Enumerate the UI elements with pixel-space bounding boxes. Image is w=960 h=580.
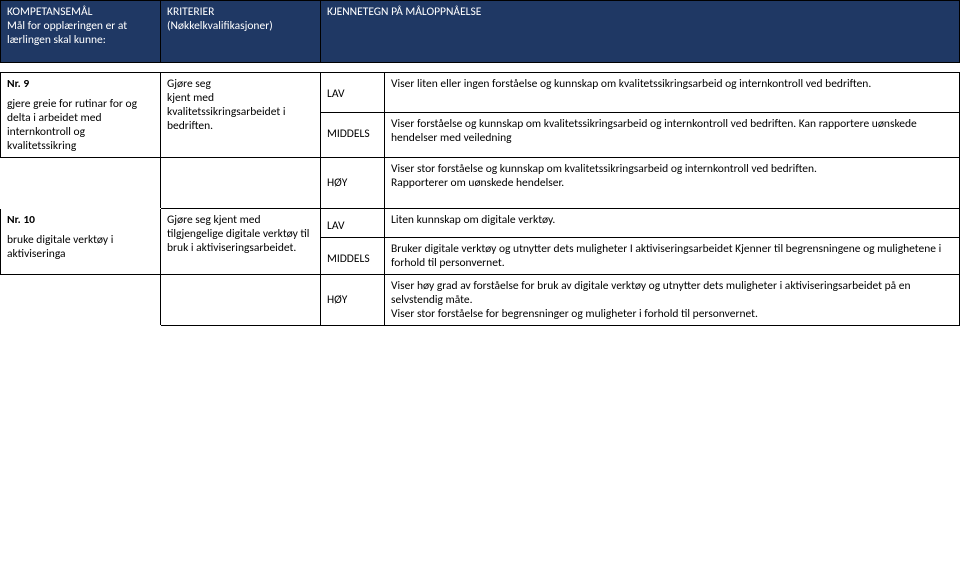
row-10-middels-text: Bruker digitale verktøy og utnytter dets… [385, 238, 960, 275]
row-9-lav: Nr. 9 gjere greie for rutinar for og del… [1, 73, 960, 113]
header-col1-l2: Mål for opplæringen er at [7, 19, 127, 33]
header-col2-l1: KRITERIER [167, 5, 214, 19]
row-9-hoy-text: Viser stor forståelse og kunnskap om kva… [385, 158, 960, 209]
row-10-criteria: Gjøre seg kjent med tilgjengelige digita… [161, 209, 321, 275]
row-9-criteria: Gjøre seg kjent med kvalitetssikringsarb… [161, 73, 321, 158]
level-hoy: HØY [321, 275, 385, 326]
header-col2-l2: (Nøkkelkvalifikasjoner) [167, 19, 273, 33]
header-col1: KOMPETANSEMÅL Mål for opplæringen er at … [1, 1, 161, 63]
level-lav: LAV [321, 209, 385, 238]
blank-cell [161, 275, 321, 326]
header-col1-l3: lærlingen skal kunne: [7, 33, 106, 47]
row-9-goal: Nr. 9 gjere greie for rutinar for og del… [1, 73, 161, 158]
row-10-lav-text: Liten kunnskap om digitale verktøy. [385, 209, 960, 238]
header-col1-l1: KOMPETANSEMÅL [7, 5, 92, 19]
row-10-hoy: HØY Viser høy grad av forståelse for bru… [1, 275, 960, 326]
level-lav: LAV [321, 73, 385, 113]
row-10-nr: Nr. 10 [7, 213, 35, 227]
row-9-middels-text: Viser forståelse og kunnskap om kvalitet… [385, 113, 960, 158]
blank-cell [1, 275, 161, 326]
header-col2: KRITERIER (Nøkkelkvalifikasjoner) [161, 1, 321, 63]
row-9-hoy: HØY Viser stor forståelse og kunnskap om… [1, 158, 960, 209]
row-9-lav-text: Viser liten eller ingen forståelse og ku… [385, 73, 960, 113]
row-10-hoy-text: Viser høy grad av forståelse for bruk av… [385, 275, 960, 326]
row-10-goal-text: bruke digitale verktøy i aktiviseringa [7, 233, 154, 261]
blank-cell [1, 158, 161, 209]
header-col3-text: KJENNETEGN PÅ MÅLOPPNÅELSE [327, 5, 481, 19]
level-middels: MIDDELS [321, 238, 385, 275]
competence-table: KOMPETANSEMÅL Mål for opplæringen er at … [0, 0, 960, 326]
blank-cell [161, 158, 321, 209]
row-9-goal-text: gjere greie for rutinar for og delta i a… [7, 97, 154, 153]
header-col3: KJENNETEGN PÅ MÅLOPPNÅELSE [321, 1, 960, 63]
level-hoy: HØY [321, 158, 385, 209]
level-middels: MIDDELS [321, 113, 385, 158]
row-9-nr: Nr. 9 [7, 77, 29, 91]
row-10-goal: Nr. 10 bruke digitale verktøy i aktivise… [1, 209, 161, 275]
spacer-row [1, 63, 960, 73]
table-header-row: KOMPETANSEMÅL Mål for opplæringen er at … [1, 1, 960, 63]
row-10-lav: Nr. 10 bruke digitale verktøy i aktivise… [1, 209, 960, 238]
